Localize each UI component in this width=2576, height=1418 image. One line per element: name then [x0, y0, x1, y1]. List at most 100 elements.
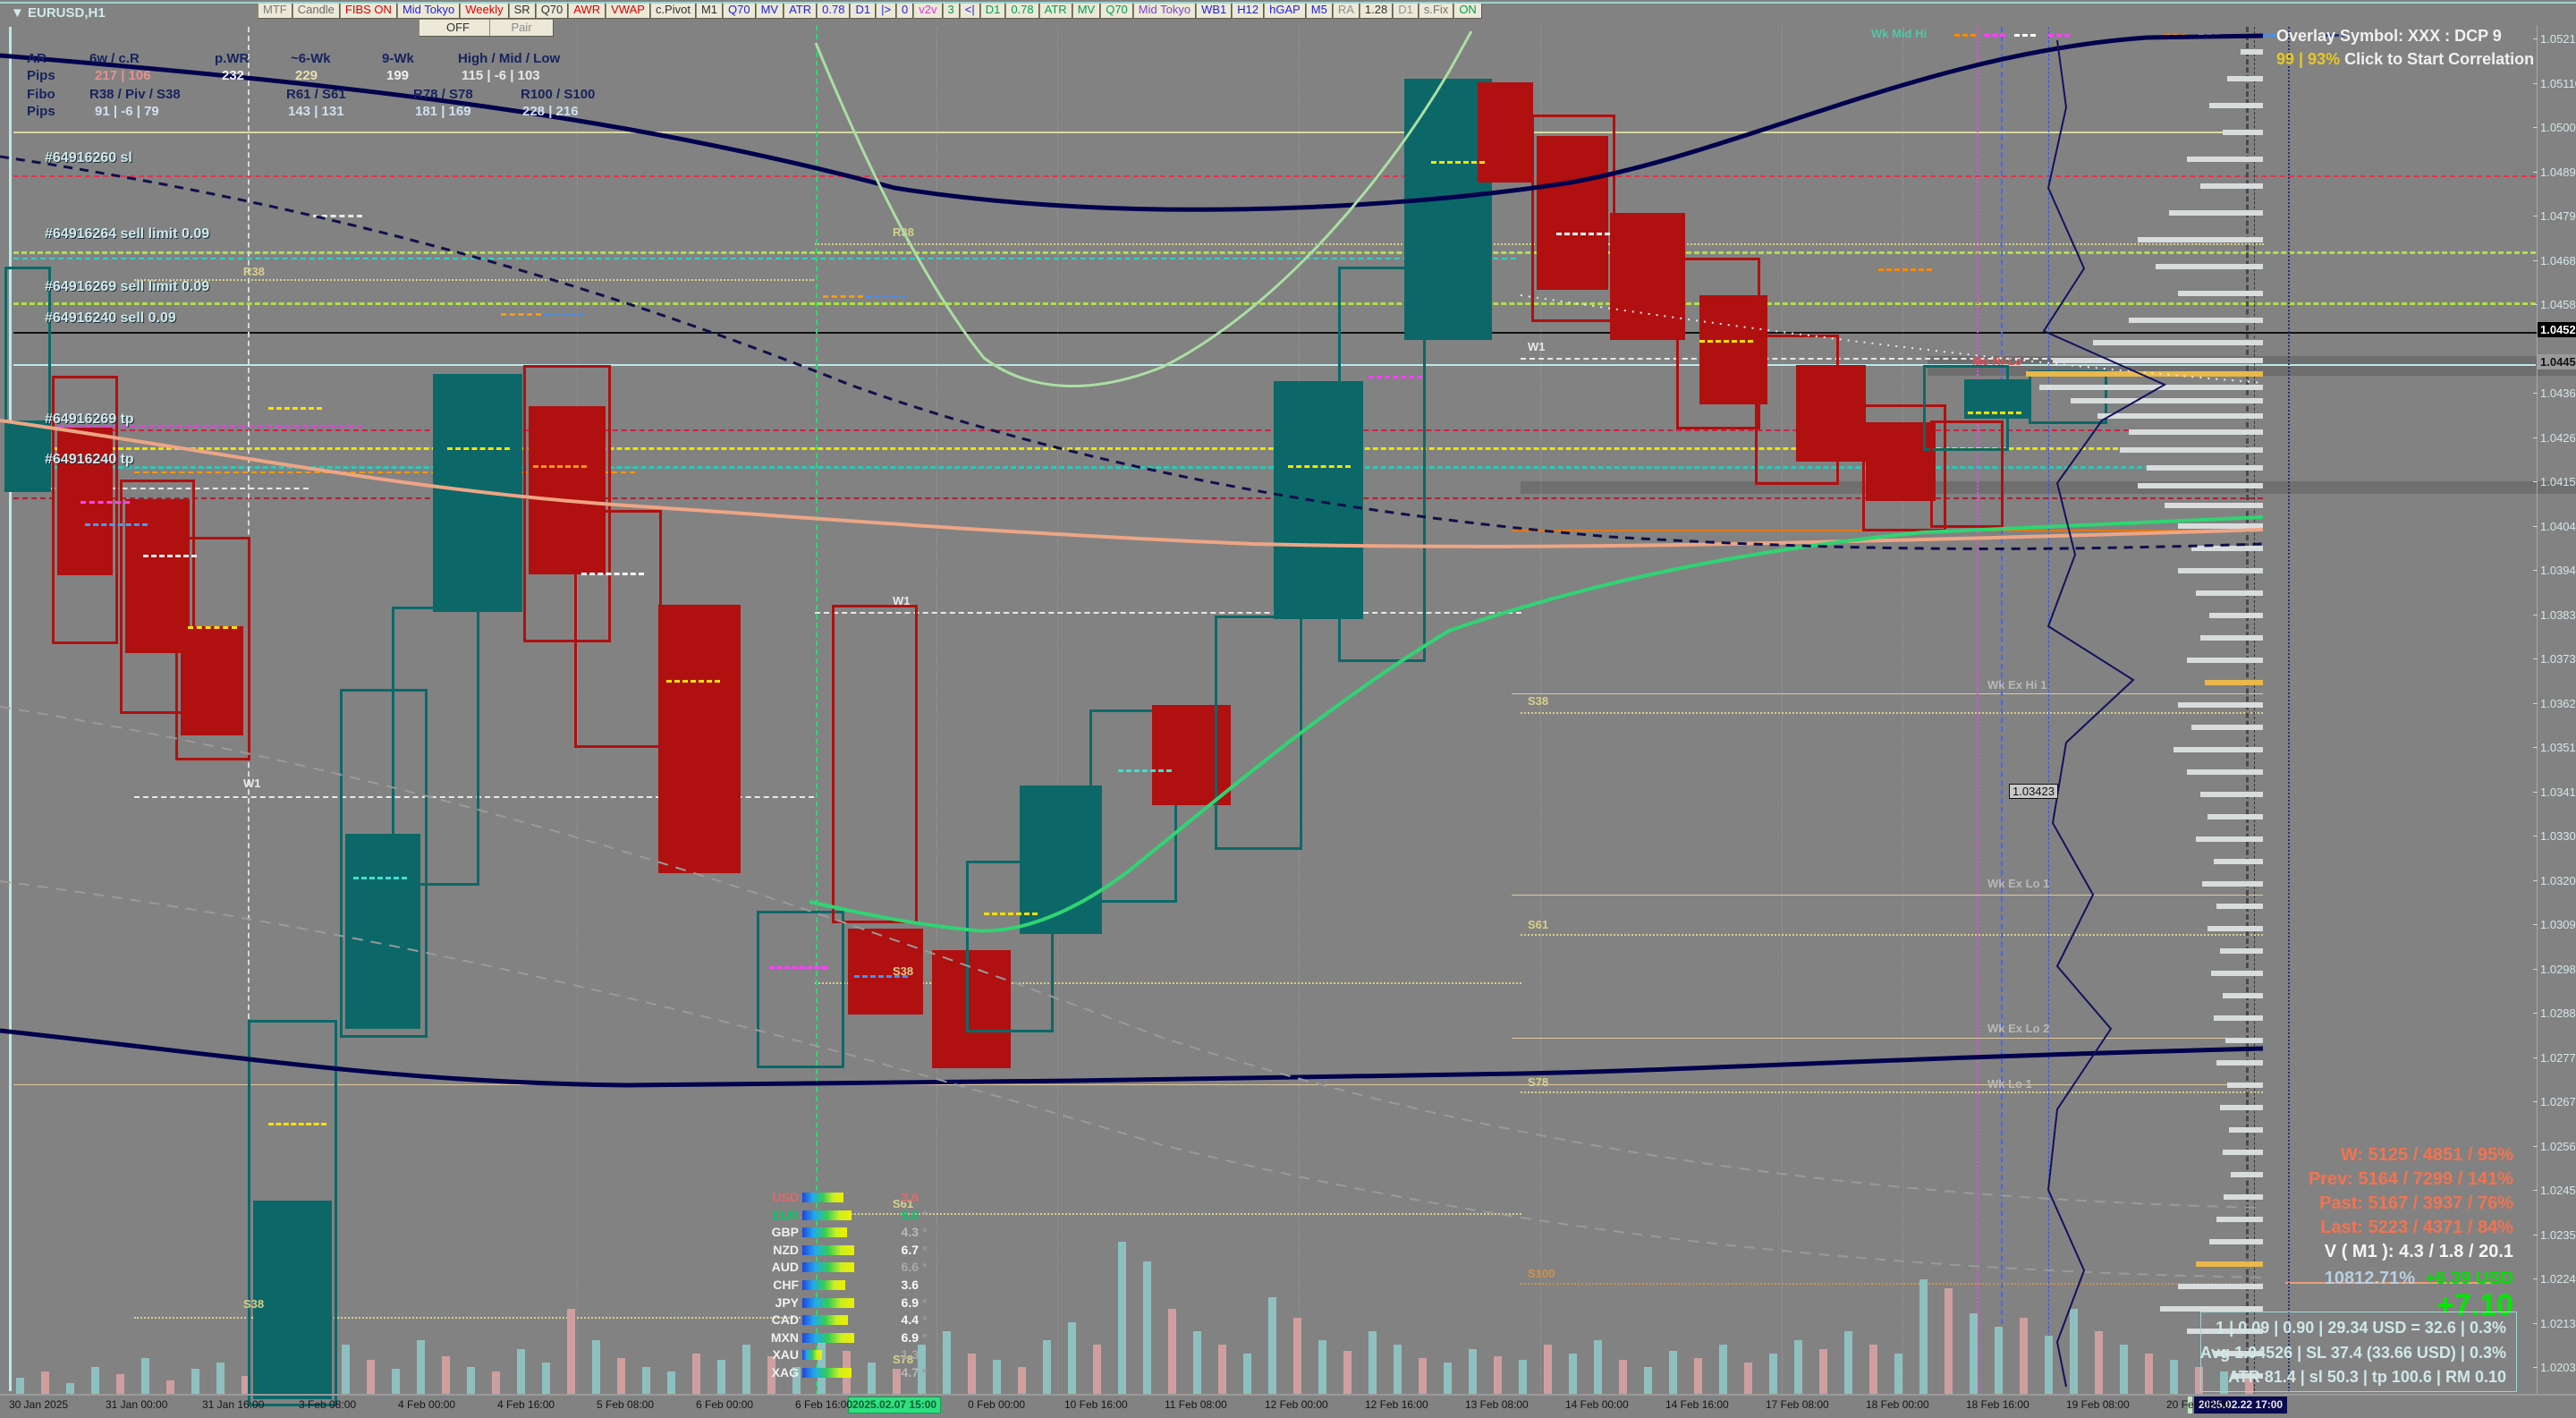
volume-bar: [392, 1369, 400, 1394]
profile-bar: [2225, 1038, 2263, 1043]
volume-bar: [1769, 1354, 1777, 1394]
bull-candle: [1404, 79, 1492, 340]
toolbar-button-d1[interactable]: D1: [979, 1, 1006, 19]
price-tick: 1.02350: [2540, 1228, 2576, 1242]
toolbar-button-0-78[interactable]: 0.78: [1005, 1, 1039, 19]
currency-value-eur: 5.0: [901, 1207, 919, 1222]
time-label: 13 Feb 08:00: [1465, 1398, 1529, 1411]
toolbar-button-3[interactable]: 3: [942, 1, 960, 19]
volume-bar: [1293, 1318, 1301, 1394]
toolbar-button-awr[interactable]: AWR: [568, 1, 606, 19]
time-label: 6 Feb 00:00: [696, 1398, 754, 1411]
level-dash: [1878, 268, 1932, 271]
price-tick: 1.03835: [2540, 608, 2576, 622]
info-cell: 143 | 131: [288, 104, 344, 119]
toolbar-button-fibs-on[interactable]: FIBS ON: [339, 1, 397, 19]
order-label[interactable]: #64916260 sl: [45, 150, 132, 166]
bear-candle: [1796, 365, 1866, 462]
toolbar-button-c-pivot[interactable]: c.Pivot: [649, 1, 696, 19]
toolbar-button-weekly[interactable]: Weekly: [460, 1, 509, 19]
chart-level-label: S38: [893, 964, 914, 978]
info-cell: Pips: [27, 68, 55, 83]
h-line: [1512, 693, 2263, 694]
toolbar-button-mv[interactable]: MV: [755, 1, 784, 19]
info-cell: R100 / S100: [521, 87, 596, 102]
toolbar-button-mtf[interactable]: MTF: [258, 1, 292, 19]
volume-bar: [1193, 1331, 1201, 1394]
order-label[interactable]: #64916240 sell 0.09: [45, 310, 176, 326]
price-axis-border: [2537, 25, 2538, 1394]
level-dash: [1288, 465, 1351, 468]
stat-line: V ( M1 ): 4.3 / 1.8 / 20.1: [2324, 1242, 2513, 1261]
profile-bar: [2209, 1239, 2263, 1244]
order-label[interactable]: #64916264 sell limit 0.09: [45, 226, 210, 242]
ma-curve: [0, 419, 2264, 548]
currency-strength-bar: [802, 1280, 845, 1290]
toolbar-button-ra[interactable]: RA: [1332, 1, 1360, 19]
volume-bar: [216, 1363, 225, 1394]
price-tick-mark: [2533, 747, 2538, 748]
account-line: ATR 81.4 | sl 50.3 | tp 100.6 | RM 0.10: [2228, 1368, 2506, 1386]
volume-bar: [442, 1356, 450, 1394]
currency-strength-bar: [802, 1368, 852, 1378]
toolbar-button-m5[interactable]: M5: [1305, 1, 1333, 19]
currency-star: *: [922, 1242, 928, 1257]
bull-candle: [1089, 709, 1177, 903]
toolbar-button-sr[interactable]: SR: [508, 1, 536, 19]
correlation-line[interactable]: 99 | 93% Click to Start Correlation: [2276, 50, 2534, 69]
bull-candle: [966, 861, 1054, 1032]
toolbar-button-mv[interactable]: MV: [1072, 1, 1101, 19]
toolbar-button-q70[interactable]: Q70: [723, 1, 756, 19]
toolbar-button-0-78[interactable]: 0.78: [817, 1, 851, 19]
price-tick: 1.03515: [2540, 741, 2576, 754]
profile-bar: [2223, 993, 2263, 998]
h-line: [1521, 1283, 2263, 1285]
order-label[interactable]: #64916269 sell limit 0.09: [45, 279, 210, 294]
toolbar-button-candle[interactable]: Candle: [292, 1, 340, 19]
order-label[interactable]: #64916269 tp: [45, 412, 134, 427]
toolbar-button-0[interactable]: 0: [896, 1, 914, 19]
toolbar-button-q70[interactable]: Q70: [1100, 1, 1133, 19]
toolbar-button-on[interactable]: ON: [1453, 1, 1482, 19]
toolbar-button-atr[interactable]: ATR: [784, 1, 818, 19]
order-label[interactable]: #64916240 tp: [45, 452, 134, 467]
toolbar-button-wb1[interactable]: WB1: [1196, 1, 1233, 19]
chart-level-label: W1: [243, 777, 261, 790]
toolbar-button-hgap[interactable]: hGAP: [1264, 1, 1306, 19]
time-label: 17 Feb 08:00: [1766, 1398, 1829, 1411]
price-tick: 1.02775: [2540, 1051, 2576, 1065]
toolbar-button-q70[interactable]: Q70: [535, 1, 569, 19]
volume-bar: [1819, 1349, 1827, 1394]
ma-curve: [0, 1028, 2264, 1088]
time-label: 14 Feb 00:00: [1565, 1398, 1629, 1411]
toolbar-button-h12[interactable]: H12: [1232, 1, 1265, 19]
toolbar-button-m1[interactable]: M1: [695, 1, 724, 19]
toolbar-button-mid-tokyo[interactable]: Mid Tokyo: [396, 1, 461, 19]
price-tick-mark: [2533, 570, 2538, 571]
currency-value-cad: 4.4: [901, 1312, 919, 1328]
toolbar-button-mid-tokyo[interactable]: Mid Tokyo: [1132, 1, 1197, 19]
toolbar-button--[interactable]: |>: [876, 1, 897, 19]
time-label: 20 Feb 00:00: [2166, 1398, 2230, 1411]
currency-strength-bar: [802, 1350, 822, 1361]
h-line: [0, 2, 2576, 4]
toolbar-button-atr[interactable]: ATR: [1038, 1, 1072, 19]
volume-bar: [1419, 1358, 1427, 1394]
toolbar-button-pair[interactable]: Pair: [489, 19, 554, 37]
profile-bar: [2196, 590, 2263, 596]
toolbar-button-vwap[interactable]: VWAP: [606, 1, 650, 19]
toolbar-button-1-28[interactable]: 1.28: [1359, 1, 1394, 19]
profile-bar: [2191, 546, 2263, 551]
toolbar-button--[interactable]: <|: [959, 1, 980, 19]
toolbar-button-off[interactable]: OFF: [419, 19, 497, 37]
h-line: [13, 425, 362, 427]
stat-line: Past: 5167 / 3937 / 76%: [2319, 1193, 2513, 1213]
toolbar-button-v2v[interactable]: v2v: [913, 1, 943, 19]
currency-value-mxn: 6.9: [901, 1329, 919, 1345]
toolbar-button-d1[interactable]: D1: [1393, 1, 1419, 19]
correlation-cta[interactable]: Click to Start Correlation: [2340, 50, 2535, 68]
price-tick: 1.04895: [2540, 166, 2576, 179]
toolbar-button-s-fix[interactable]: s.Fix: [1418, 1, 1454, 19]
toolbar-button-d1[interactable]: D1: [850, 1, 877, 19]
overlay-symbol-line: Overlay Symbol: XXX : DCP 9: [2276, 27, 2502, 46]
